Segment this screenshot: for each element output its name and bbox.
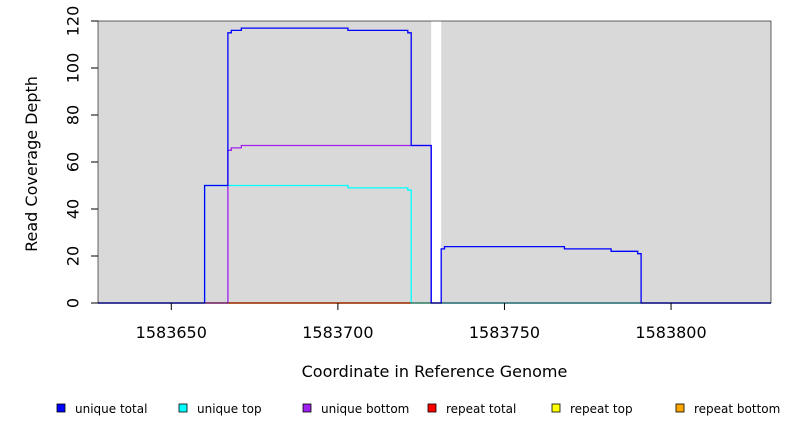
y-tick-label: 20 — [64, 246, 83, 266]
legend-item-unique-bottom: unique bottom — [302, 402, 409, 416]
legend-label: repeat bottom — [694, 402, 780, 416]
shaded-region-1 — [98, 21, 432, 303]
legend-label: unique bottom — [321, 402, 409, 416]
y-tick-label: 100 — [64, 53, 83, 84]
y-tick-label: 0 — [64, 298, 83, 308]
legend-swatch — [675, 403, 685, 413]
legend-swatch — [302, 403, 312, 413]
legend: unique total unique top unique bottom repea… — [56, 402, 780, 416]
x-axis-title: Coordinate in Reference Genome — [302, 362, 568, 381]
legend-swatch — [551, 403, 561, 413]
legend-swatch — [178, 403, 188, 413]
y-tick-label: 40 — [64, 199, 83, 219]
x-tick-label: 1583650 — [136, 323, 207, 342]
legend-label: repeat total — [446, 402, 516, 416]
x-tick-label: 1583750 — [469, 323, 540, 342]
legend-item-repeat-bottom: repeat bottom — [675, 402, 780, 416]
y-tick-label: 80 — [64, 105, 83, 125]
legend-item-unique-top: unique top — [178, 402, 262, 416]
legend-swatch — [427, 403, 437, 413]
x-tick-label: 1583800 — [635, 323, 706, 342]
axes: 1583650 1583700 1583750 1583800 0 20 40 60 80 100… — [64, 6, 772, 342]
y-axis-title: Read Coverage Depth — [22, 76, 41, 252]
y-tick-label: 120 — [64, 6, 83, 37]
legend-label: unique total — [75, 402, 147, 416]
y-tick-label: 60 — [64, 152, 83, 172]
shaded-region-2 — [441, 21, 771, 303]
legend-label: repeat top — [570, 402, 633, 416]
plot-background — [98, 21, 771, 303]
x-tick-label: 1583700 — [302, 323, 373, 342]
legend-label: unique top — [197, 402, 262, 416]
series-line-unique-total — [98, 27, 771, 304]
legend-item-repeat-total: repeat total — [427, 402, 516, 416]
legend-swatch — [56, 403, 66, 413]
legend-item-unique-total: unique total — [56, 402, 147, 416]
legend-item-repeat-top: repeat top — [551, 402, 633, 416]
